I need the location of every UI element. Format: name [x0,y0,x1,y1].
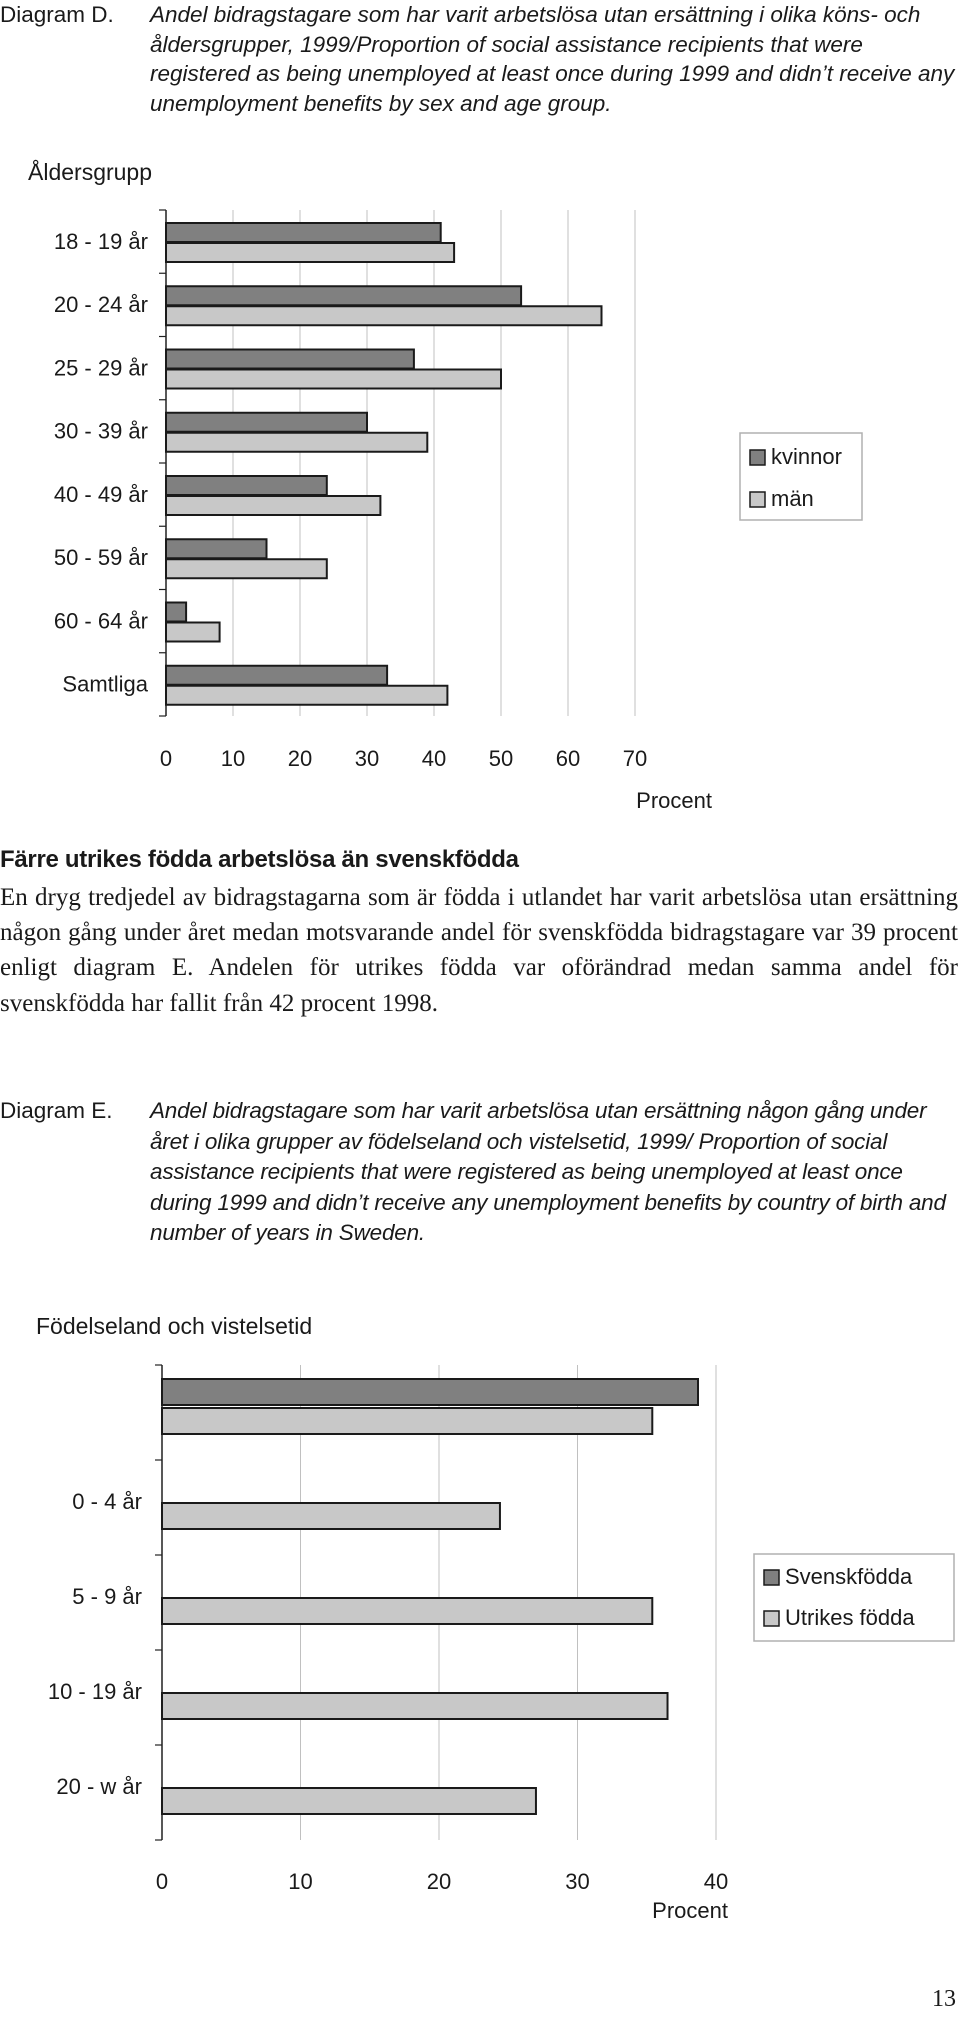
bar-series2 [161,1787,537,1815]
x-tick-label: 50 [489,746,513,771]
caption-d-label: Diagram D. [0,2,114,27]
bar-series2 [161,1407,654,1435]
legend-swatch [749,491,766,508]
bar-series2 [165,242,456,263]
category-label: 60 - 64 år [54,608,148,633]
x-axis-label: Procent [652,1898,728,1923]
x-tick-label: 30 [355,746,379,771]
bar-series2 [165,495,382,516]
category-label: 50 - 59 år [54,545,148,570]
x-tick-label: 20 [288,746,312,771]
category-label: 40 - 49 år [54,482,148,507]
category-axis-title: Födelseland och vistelsetid [36,1313,312,1339]
category-label: 25 - 29 år [54,355,148,380]
x-tick-label: 70 [623,746,647,771]
category-label: 20 - w år [56,1774,142,1799]
x-tick-label: 30 [565,1869,589,1894]
x-tick-label: 40 [704,1869,728,1894]
chart-diagram-d: Åldersgrupp 18 - 19 år 20 - 24 år 25 - 29 å… [28,158,863,813]
legend-swatch [749,449,766,466]
x-tick-label: 10 [288,1869,312,1894]
caption-e-label: Diagram E. [0,1098,113,1123]
bar-series2 [165,368,502,390]
section-paragraph: En dryg tredjedel av bidragstagarna som … [0,884,958,1017]
x-axis-label: Procent [636,788,712,813]
bar-series2 [161,1502,501,1530]
category-label: 0 - 4 år [72,1489,142,1514]
x-tick-label: 0 [156,1869,168,1894]
bar-series2 [165,684,449,706]
bar-series1 [161,1378,699,1406]
legend-box [753,1553,955,1642]
legend-swatch [763,1569,780,1586]
x-tick-label: 40 [422,746,446,771]
category-label: 10 - 19 år [48,1679,142,1704]
caption-d-text: Andel bidragstagare som har varit arbets… [150,2,955,116]
x-tick-label: 20 [427,1869,451,1894]
section-heading: Färre utrikes födda arbetslösa än svensk… [0,846,519,873]
category-axis-title: Åldersgrupp [28,158,152,185]
legend-label: Utrikes födda [785,1605,915,1630]
legend-swatch [763,1610,780,1627]
legend-label: Svenskfödda [785,1564,913,1589]
legend-label: män [771,486,814,511]
bar-series2 [165,621,221,643]
caption-e-text: Andel bidragstagare som har varit arbets… [150,1098,946,1245]
x-tick-label: 0 [160,746,172,771]
category-label: 20 - 24 år [54,292,148,317]
bar-series2 [165,558,328,580]
category-label: 5 - 9 år [72,1584,142,1609]
bar-series2 [165,431,429,453]
category-label: 30 - 39 år [54,419,148,444]
legend-label: kvinnor [771,444,842,469]
page-number: 13 [932,1986,956,2012]
bar-series2 [161,1597,654,1625]
x-tick-label: 60 [556,746,580,771]
bar-series2 [165,305,603,327]
category-label: 18 - 19 år [54,229,148,254]
chart-diagram-e: Födelseland och vistelsetid 0 - 4 år 5 - 9… [36,1313,955,1923]
x-tick-label: 10 [221,746,245,771]
bar-series2 [161,1692,669,1720]
category-label: Samtliga [62,672,148,697]
